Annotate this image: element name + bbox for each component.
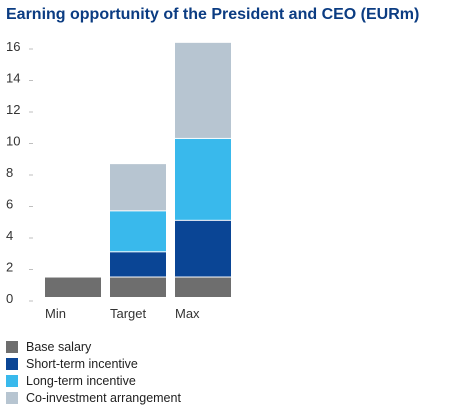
y-tick-label: 10 bbox=[6, 134, 20, 149]
bar-segment-target-long-term-incentive bbox=[110, 211, 166, 252]
legend-label: Base salary bbox=[26, 339, 92, 354]
legend-item: Short-term incentive bbox=[6, 355, 181, 372]
legend-label: Co-investment arrangement bbox=[26, 390, 181, 405]
bar-segment-max-short-term-incentive bbox=[175, 220, 231, 277]
chart-title: Earning opportunity of the President and… bbox=[6, 6, 420, 23]
bar-segment-target-base-salary bbox=[110, 277, 166, 297]
x-tick-label: Max bbox=[175, 306, 200, 321]
bar-segment-max-co-investment-arrangement bbox=[175, 42, 231, 138]
legend-swatch bbox=[6, 357, 18, 370]
legend-swatch bbox=[6, 391, 18, 404]
legend-swatch bbox=[6, 340, 18, 353]
y-tick-label: 4 bbox=[6, 228, 13, 243]
y-tick-label: 2 bbox=[6, 260, 13, 275]
legend-item: Co-investment arrangement bbox=[6, 389, 181, 406]
bar-segment-target-co-investment-arrangement bbox=[110, 164, 166, 211]
y-tick-label: 0 bbox=[6, 291, 13, 306]
legend-item: Long-term incentive bbox=[6, 372, 181, 389]
legend-swatch bbox=[6, 374, 18, 387]
legend-item: Base salary bbox=[6, 338, 181, 355]
legend-label: Short-term incentive bbox=[26, 356, 138, 371]
bars bbox=[45, 42, 231, 297]
x-tick-label: Min bbox=[45, 306, 66, 321]
legend-label: Long-term incentive bbox=[26, 373, 136, 388]
x-tick-label: Target bbox=[110, 306, 147, 321]
y-axis: 0 2 4 6 8 10 12 14 16 bbox=[6, 39, 33, 306]
y-tick-label: 6 bbox=[6, 197, 13, 212]
bar-segment-max-long-term-incentive bbox=[175, 138, 231, 220]
y-tick-label: 14 bbox=[6, 71, 20, 86]
y-tick-label: 12 bbox=[6, 102, 20, 117]
y-tick-label: 8 bbox=[6, 165, 13, 180]
bar-segment-target-short-term-incentive bbox=[110, 252, 166, 277]
bar-segment-max-base-salary bbox=[175, 277, 231, 297]
bar-segment-min-base-salary bbox=[45, 277, 101, 297]
legend: Base salary Short-term incentive Long-term… bbox=[6, 338, 181, 406]
y-tick-label: 16 bbox=[6, 39, 20, 54]
x-axis: Min Target Max bbox=[45, 306, 200, 321]
stacked-bar-chart: 0 2 4 6 8 10 12 14 16 Min Target Max bbox=[6, 39, 231, 321]
